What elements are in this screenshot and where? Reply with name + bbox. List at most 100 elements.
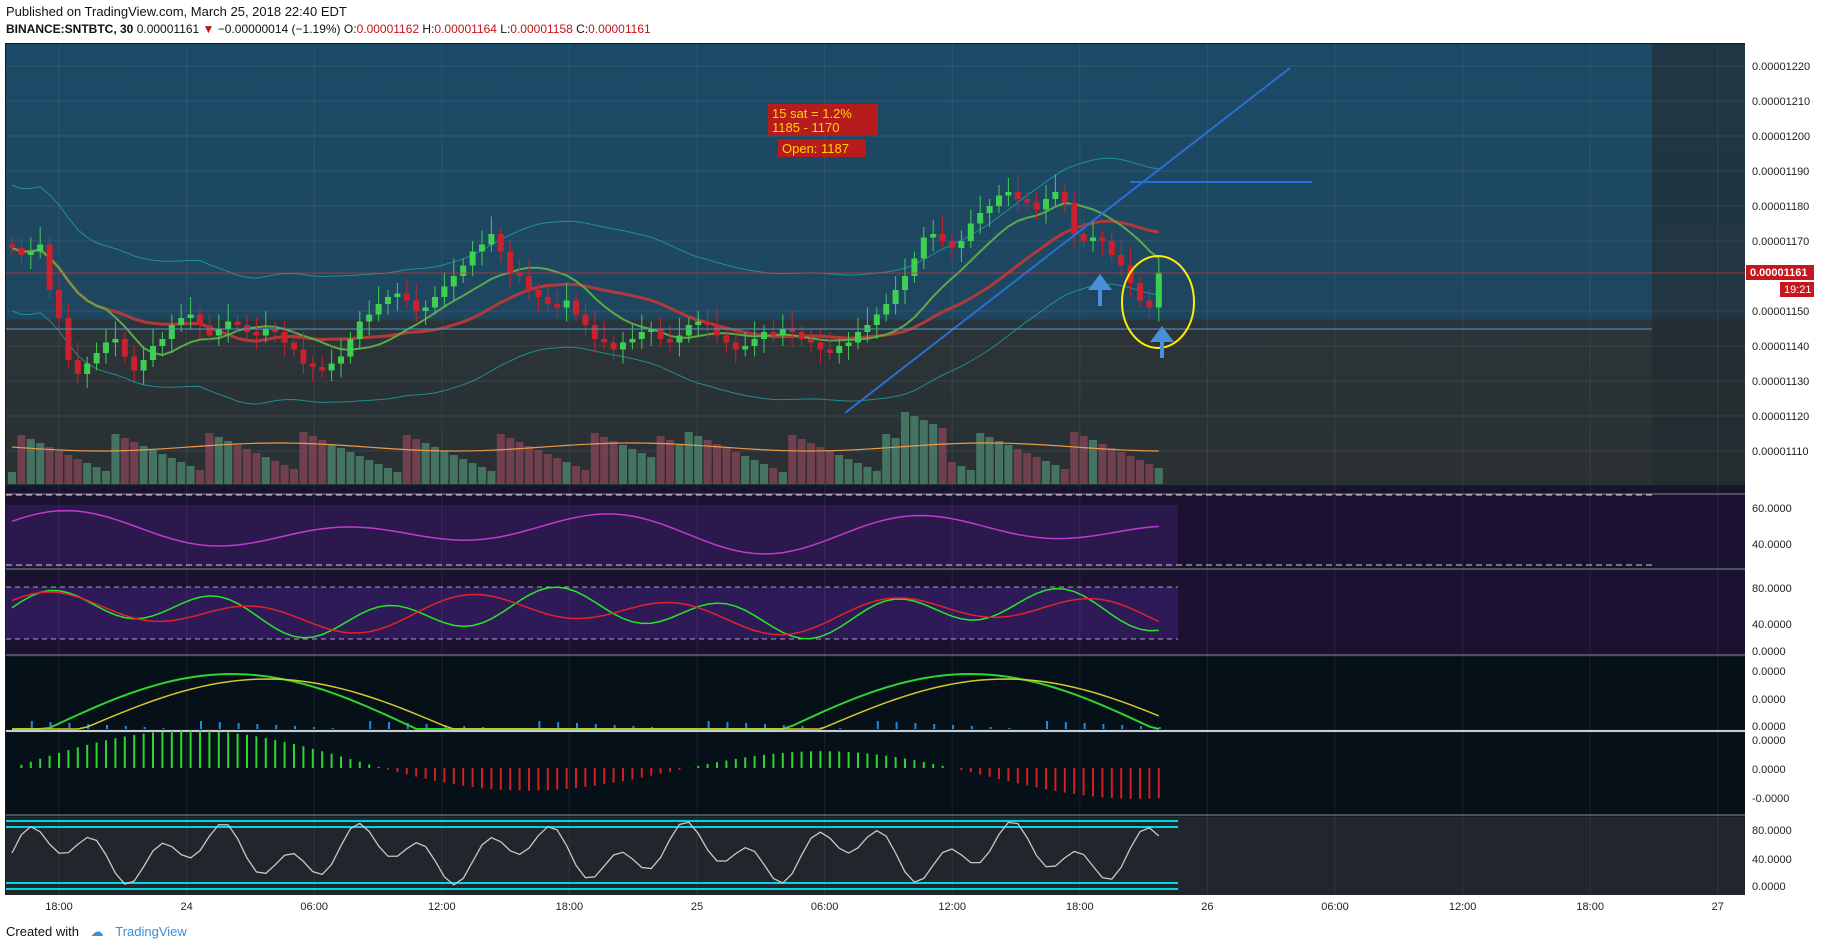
volume-bar xyxy=(995,441,1003,484)
candle-body xyxy=(554,304,561,308)
oscillator-bar xyxy=(415,768,418,777)
candle-body xyxy=(826,349,833,353)
oscillator-bar xyxy=(424,768,427,779)
volume-bar xyxy=(431,447,439,484)
oscillator-bar xyxy=(377,766,380,768)
candle-body xyxy=(403,293,410,301)
oscillator-bar xyxy=(1129,768,1132,799)
volume-bar xyxy=(92,467,101,484)
oscillator-bar xyxy=(255,736,258,768)
candle-body xyxy=(37,244,44,252)
macd-hist-bar xyxy=(538,721,541,729)
volume-bar xyxy=(252,453,261,484)
macd-hist-bar xyxy=(726,722,729,729)
oscillator-bar xyxy=(274,739,277,768)
price-tick-label: 0.00001140 xyxy=(1752,341,1809,353)
oscillator-bar xyxy=(39,758,42,768)
candle-body xyxy=(1118,255,1125,266)
oscillator-bar xyxy=(405,768,408,775)
candle-body xyxy=(751,339,758,346)
candle-body xyxy=(798,332,805,339)
oscillator-bar xyxy=(490,768,493,790)
volume-bar xyxy=(327,444,336,484)
oscillator-bar xyxy=(847,751,850,768)
volume-bar xyxy=(402,435,411,484)
candle-body xyxy=(422,307,429,311)
volume-bar xyxy=(628,449,637,484)
oscillator-bar xyxy=(114,738,117,768)
volume-bar xyxy=(355,456,364,484)
candle-body xyxy=(845,342,852,346)
annotation-line-3: Open: 1187 xyxy=(782,141,849,156)
tradingview-logo-icon[interactable]: ☁ xyxy=(90,924,104,939)
volume-bar xyxy=(384,468,392,484)
open-annotation-box xyxy=(778,139,866,157)
oscillator-bar xyxy=(753,756,756,768)
grid-lines xyxy=(6,44,1745,895)
time-tick-label: 18:00 xyxy=(1576,901,1604,913)
candle-body xyxy=(187,314,194,318)
candle-body xyxy=(432,297,438,308)
oscillator-bar xyxy=(1016,768,1019,784)
macd-hist-bar xyxy=(1083,723,1086,729)
trend-line[interactable] xyxy=(844,67,1291,414)
candle-body xyxy=(328,363,335,371)
volume-bar xyxy=(525,446,533,484)
indicator-lines xyxy=(11,509,1161,886)
candle-body xyxy=(836,346,843,353)
footer-brand[interactable]: TradingView xyxy=(115,924,187,939)
candle-body xyxy=(225,321,232,329)
volume-bar xyxy=(130,442,139,484)
volume-bar xyxy=(891,438,900,484)
bollinger-bands xyxy=(11,157,1160,405)
last-price: 0.00001161 xyxy=(136,22,200,36)
volume-bar xyxy=(280,465,289,484)
volume-bar xyxy=(393,472,402,484)
candle-body xyxy=(949,241,955,248)
volume-bar xyxy=(760,464,768,484)
volume-bar xyxy=(901,412,909,484)
candle-body xyxy=(347,339,354,357)
candle-body xyxy=(450,276,457,287)
volume-bar xyxy=(816,447,825,484)
oscillator-bar xyxy=(885,755,888,768)
candles xyxy=(9,174,1162,388)
candle-body xyxy=(723,335,730,343)
oscillator-bar xyxy=(838,751,841,768)
oscillator-bar xyxy=(208,731,211,768)
candle-body xyxy=(479,244,485,252)
candle-body xyxy=(215,328,222,336)
oscillator-bar xyxy=(763,754,765,768)
candle-body xyxy=(1127,265,1134,283)
indicator-tick-label: 40.0000 xyxy=(1752,539,1792,551)
macd-hist-bar xyxy=(1064,722,1067,729)
time-tick-label: 06:00 xyxy=(1321,901,1349,913)
macd-hist-bar xyxy=(764,724,766,729)
candle-body xyxy=(253,332,260,336)
macd-hist-bar xyxy=(1121,725,1124,729)
candle-body xyxy=(338,356,344,364)
candle-body xyxy=(150,346,156,360)
macd-hist-bar xyxy=(989,727,992,729)
price-tick-label: 0.00001150 xyxy=(1752,306,1809,318)
macd-hist-bar xyxy=(1102,724,1105,729)
candle-body xyxy=(526,276,532,290)
volume-bar xyxy=(8,472,16,484)
symbol-label[interactable]: BINANCE:SNTBTC, 30 xyxy=(6,22,134,36)
volume-bar xyxy=(120,438,129,484)
oscillator-bar xyxy=(969,768,972,773)
volume-bar xyxy=(637,453,646,484)
oscillator-bar xyxy=(791,752,794,768)
volume-bar xyxy=(619,445,627,484)
time-tick-label: 18:00 xyxy=(1066,901,1094,913)
oscillator-bar xyxy=(76,747,79,768)
volume-bar xyxy=(1013,449,1022,484)
oscillator-bar xyxy=(199,730,201,768)
bollinger-lower xyxy=(11,283,1159,405)
candle-body xyxy=(394,293,401,297)
macd-hist-bar xyxy=(30,721,33,729)
axis-labels: 0.00001220 0.00001210 0.00001200 0.00001190… xyxy=(45,61,1810,913)
oscillator-bar xyxy=(810,751,812,768)
volume-bar xyxy=(1136,460,1144,484)
